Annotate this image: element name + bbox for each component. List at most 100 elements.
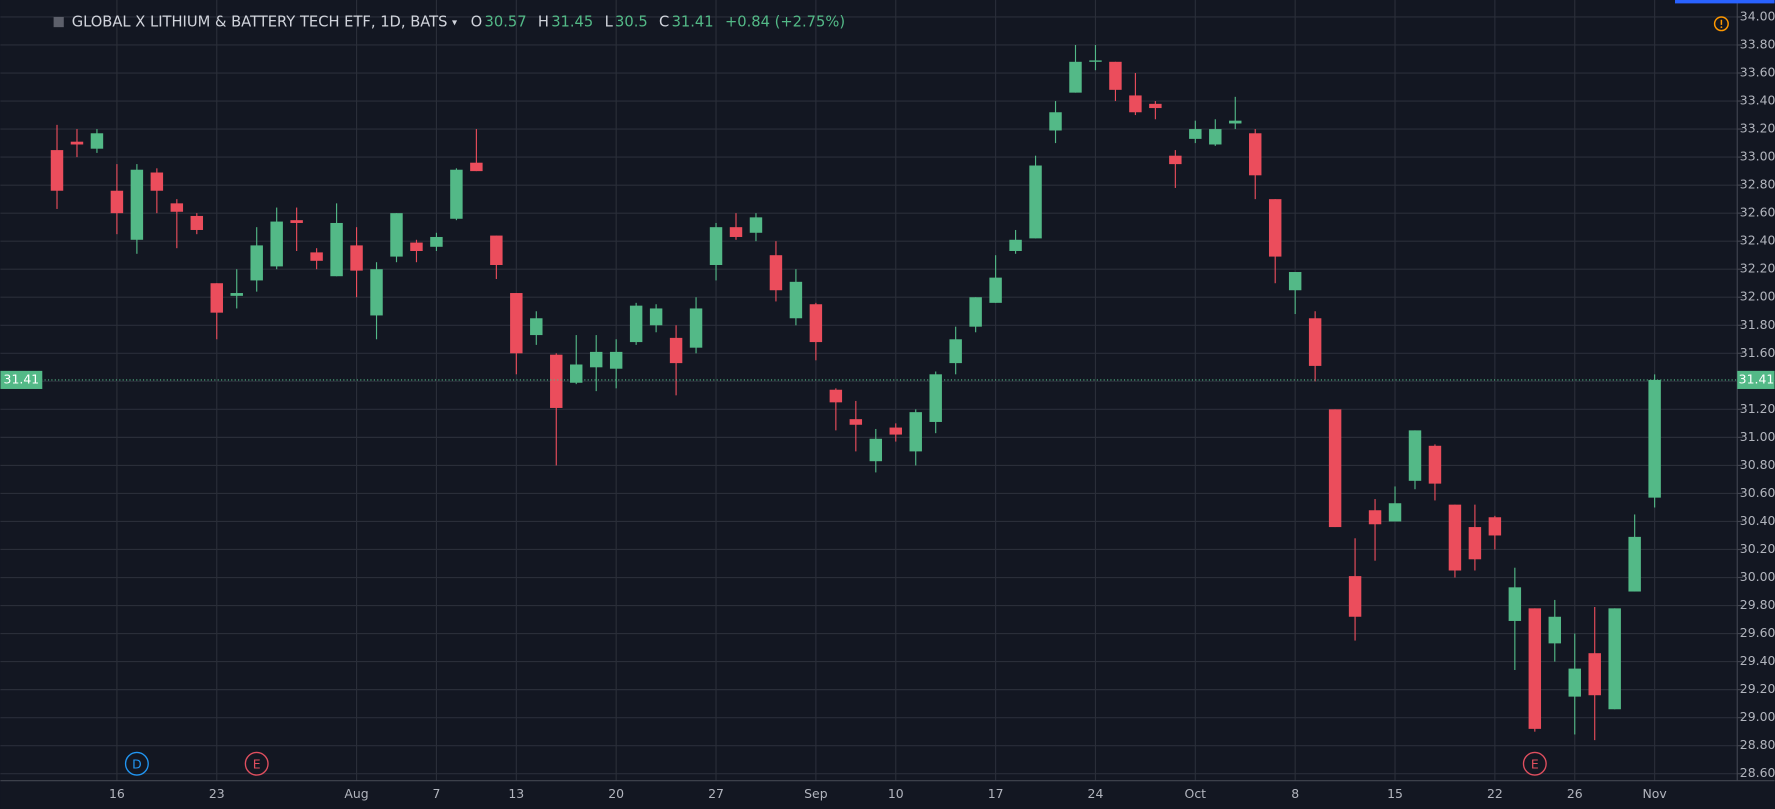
- y-tick-label: 30.80: [1740, 457, 1775, 472]
- candle-body: [1308, 318, 1322, 366]
- y-tick-label: 29.40: [1740, 653, 1775, 668]
- event-circle: [244, 751, 269, 776]
- y-tick-label: 33.20: [1740, 121, 1775, 136]
- y-tick-label: 32.80: [1740, 177, 1775, 192]
- candle-body: [230, 293, 243, 296]
- candle-body: [1348, 576, 1362, 617]
- candle-body: [1009, 239, 1022, 251]
- candle-body: [909, 412, 922, 452]
- candle-body: [1129, 95, 1142, 113]
- candle-body: [1189, 129, 1202, 139]
- ohlc-value: 31.41: [672, 14, 714, 31]
- y-tick-label: 34.00: [1740, 8, 1775, 23]
- candle-body: [769, 255, 783, 291]
- x-tick-label: 10: [888, 786, 904, 801]
- y-tick-label: 32.40: [1740, 233, 1775, 248]
- candle-body: [669, 337, 683, 364]
- candle-body: [749, 217, 763, 233]
- candle-body: [570, 364, 583, 383]
- candle-body: [809, 304, 823, 343]
- x-tick-label: 24: [1088, 786, 1104, 801]
- candle-body: [70, 141, 84, 145]
- candle-body: [530, 318, 543, 336]
- candle-body: [1488, 517, 1502, 536]
- candle-body: [410, 242, 423, 251]
- candle-body: [1648, 379, 1661, 498]
- last-price-badge: [1737, 370, 1775, 389]
- event-label: D: [132, 756, 142, 771]
- symbol-title[interactable]: GLOBAL X LITHIUM & BATTERY TECH ETF, 1D,…: [72, 14, 448, 31]
- legend-header: GLOBAL X LITHIUM & BATTERY TECH ETF, 1D,…: [72, 14, 845, 31]
- candle-body: [649, 308, 663, 326]
- candle-body: [370, 269, 383, 316]
- candle-body: [110, 190, 124, 214]
- warning-icon-dot: [1720, 26, 1723, 29]
- last-price-label: 31.41: [4, 371, 40, 386]
- candle-body: [1468, 527, 1482, 560]
- event-marker[interactable]: D: [124, 751, 149, 776]
- y-tick-label: 29.20: [1740, 681, 1775, 696]
- change-value: +0.84 (+2.75%): [725, 14, 845, 31]
- x-tick-label: 16: [109, 786, 125, 801]
- ohlc-label: H: [538, 14, 549, 31]
- candle-body: [1508, 587, 1522, 621]
- event-marker[interactable]: E: [1522, 751, 1547, 776]
- candle-body: [889, 427, 902, 435]
- x-tick-label: 22: [1487, 786, 1503, 801]
- warning-icon[interactable]: [1713, 16, 1729, 32]
- candle-body: [350, 245, 363, 271]
- x-tick-label: Oct: [1185, 786, 1207, 801]
- y-tick-label: 31.60: [1740, 345, 1775, 360]
- symbol-icon[interactable]: [53, 16, 64, 28]
- candle-body: [1548, 616, 1562, 644]
- y-tick-label: 33.80: [1740, 36, 1775, 51]
- x-tick-label: Sep: [804, 786, 828, 801]
- candle-body: [1528, 608, 1542, 729]
- x-tick-label: 23: [209, 786, 225, 801]
- y-tick-label: 29.00: [1740, 709, 1775, 724]
- candle-body: [589, 351, 603, 368]
- top-highlight: [1675, 0, 1775, 4]
- candle-body: [250, 245, 263, 281]
- y-tick-label: 30.20: [1740, 541, 1775, 556]
- candle-body: [450, 169, 463, 219]
- candle-body: [1328, 409, 1342, 528]
- candle-body: [629, 305, 643, 343]
- x-tick-label: 7: [432, 786, 440, 801]
- event-marker[interactable]: E: [244, 751, 269, 776]
- x-tick-label: Nov: [1642, 786, 1666, 801]
- x-tick-label: 27: [708, 786, 724, 801]
- candle-body: [1448, 504, 1462, 571]
- event-circle: [1522, 751, 1547, 776]
- candle-body: [1408, 430, 1422, 481]
- candle-body: [50, 150, 64, 191]
- candle-body: [510, 293, 523, 354]
- x-tick-label: 8: [1291, 786, 1299, 801]
- last-price-badge: [0, 370, 43, 389]
- candle-body: [290, 220, 303, 223]
- candle-body: [430, 236, 443, 247]
- event-label: E: [1531, 756, 1539, 771]
- candle-body: [190, 215, 204, 230]
- y-tick-label: 31.80: [1740, 317, 1775, 332]
- y-tick-label: 29.60: [1740, 625, 1775, 640]
- candle-body: [310, 252, 323, 261]
- y-tick-label: 33.60: [1740, 65, 1775, 80]
- y-tick-label: 31.00: [1740, 429, 1775, 444]
- candle-body: [729, 227, 743, 237]
- y-tick-label: 32.00: [1740, 289, 1775, 304]
- candle-body: [949, 339, 962, 364]
- candle-body: [1229, 120, 1242, 124]
- ohlc-label: L: [605, 14, 614, 31]
- candle-body: [1588, 653, 1601, 696]
- y-tick-label: 28.60: [1740, 765, 1775, 780]
- candle-body: [1268, 199, 1282, 257]
- x-tick-label: 26: [1567, 786, 1583, 801]
- candle-body: [330, 222, 343, 277]
- y-tick-label: 32.20: [1740, 261, 1775, 276]
- candle-body: [130, 169, 144, 240]
- candle-body: [849, 419, 863, 425]
- dropdown-caret[interactable]: ▾: [452, 18, 458, 29]
